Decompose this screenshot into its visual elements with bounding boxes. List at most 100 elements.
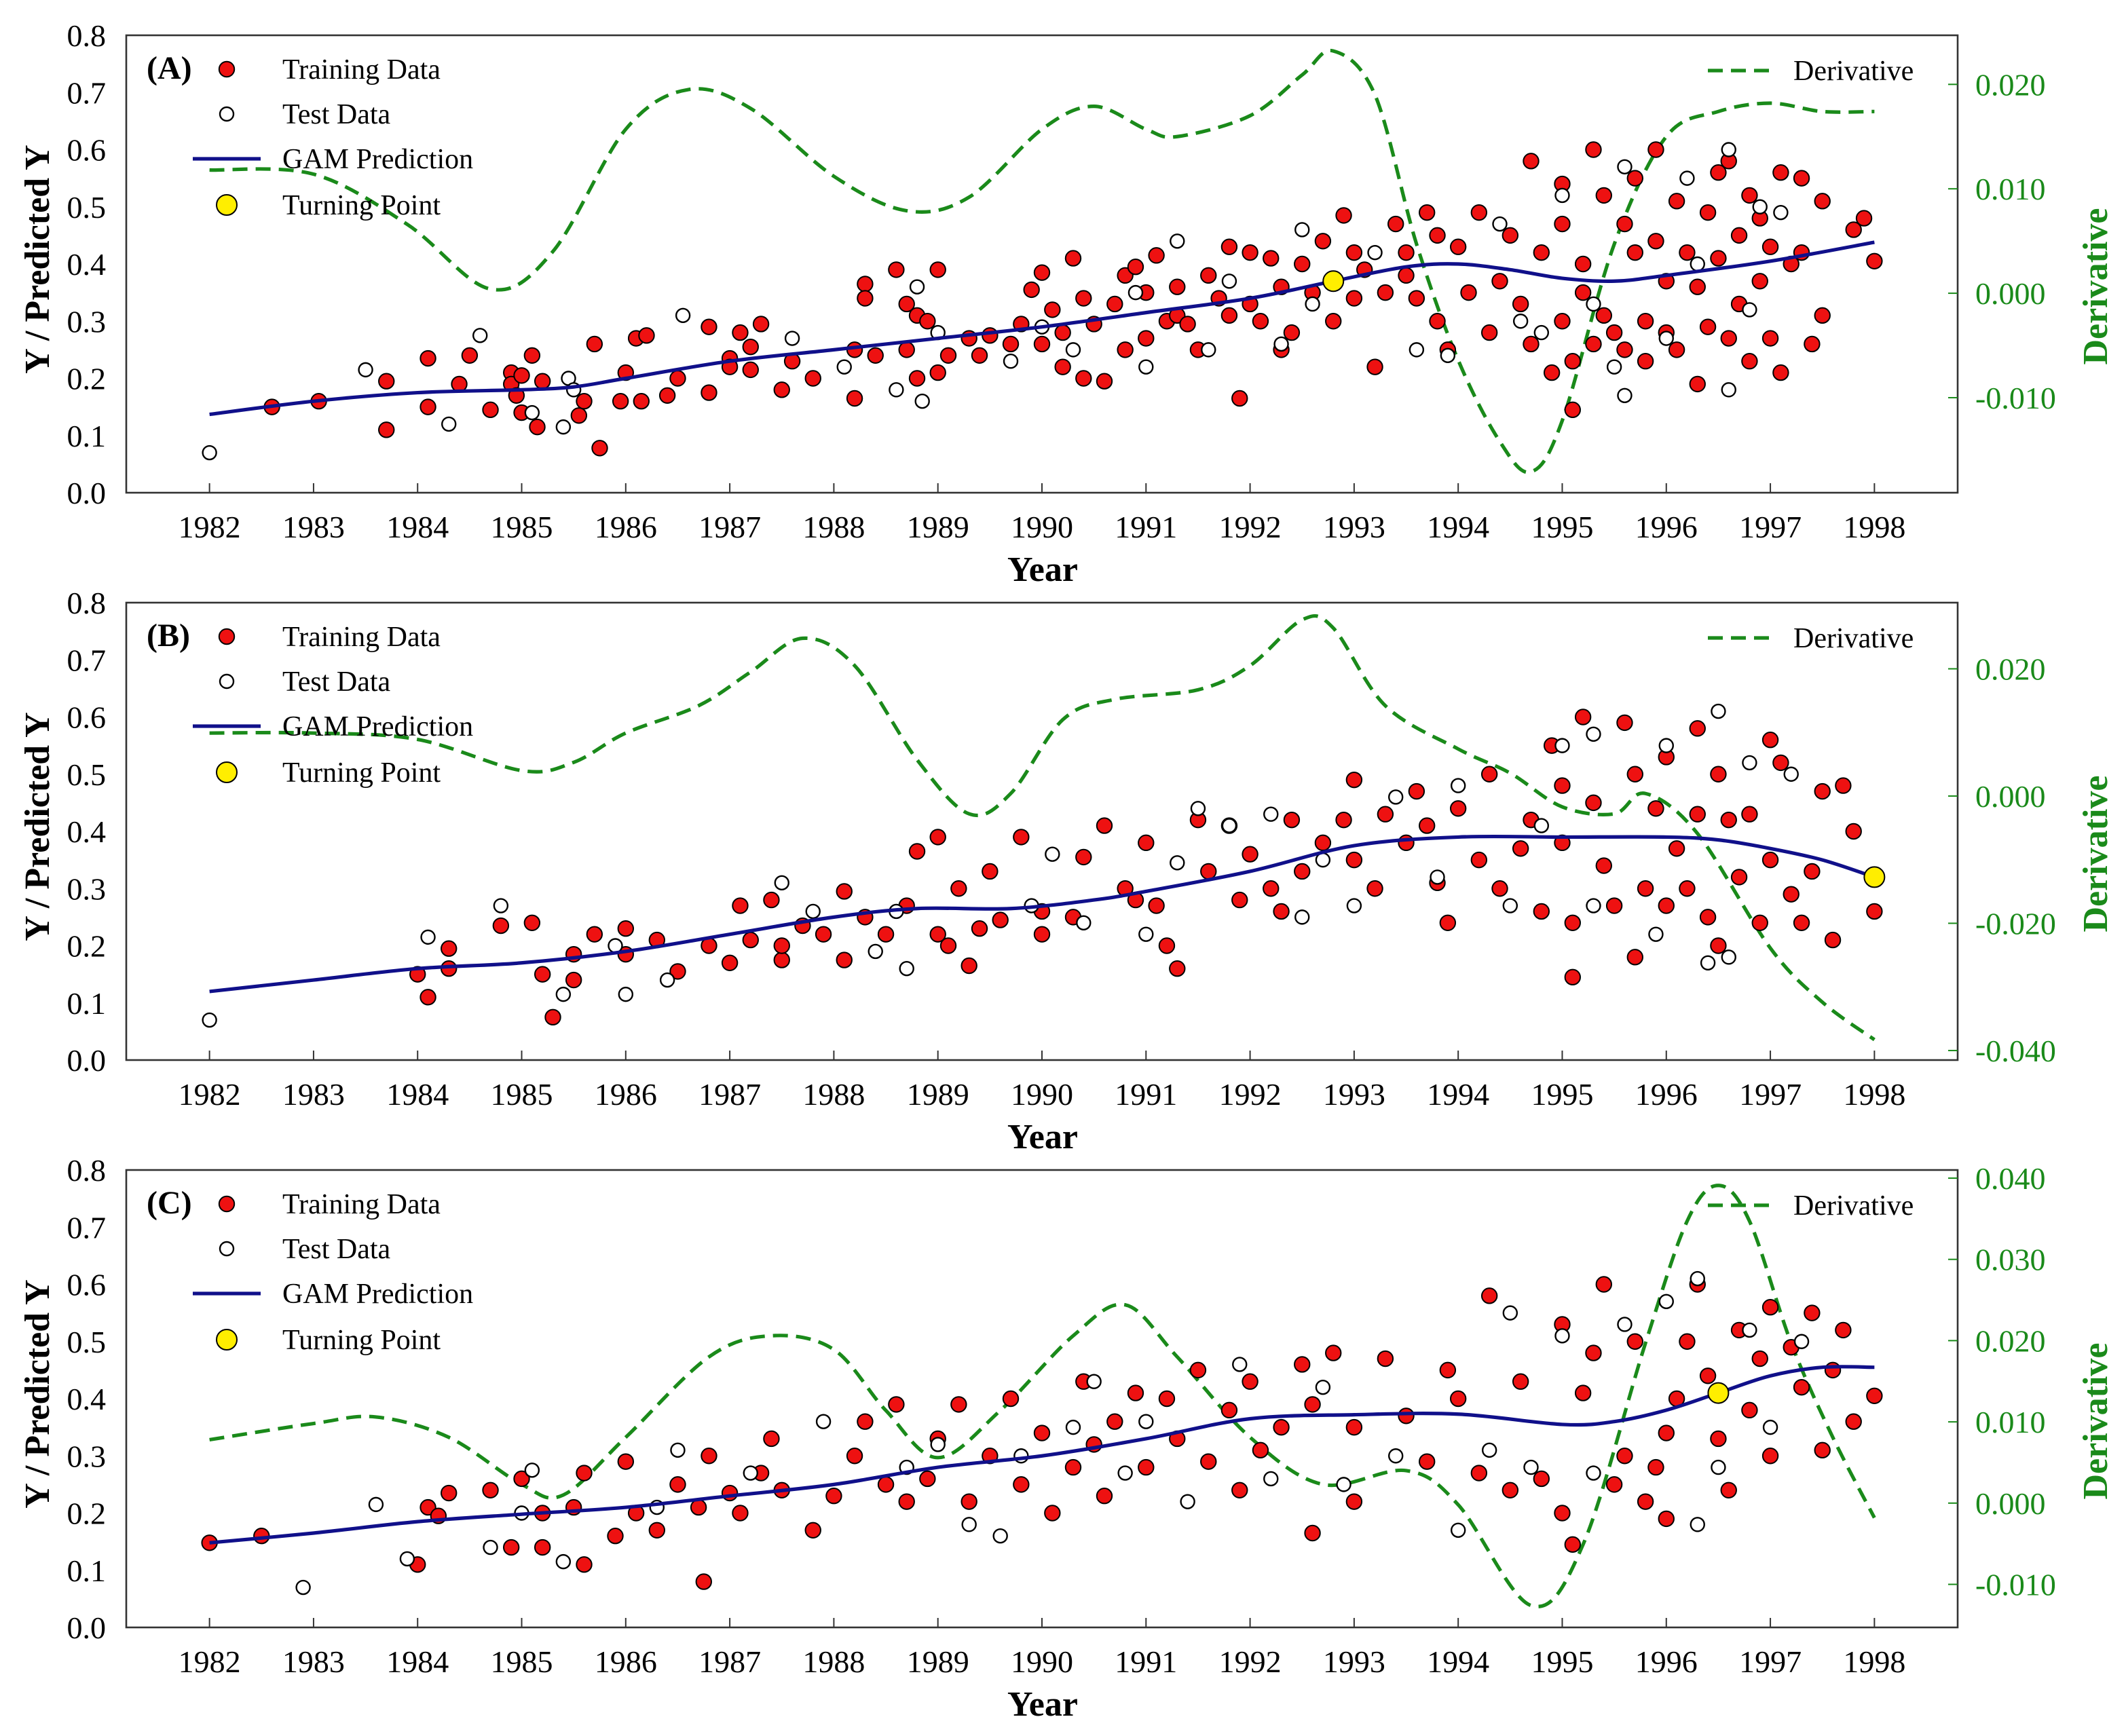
test-point (1263, 1471, 1279, 1487)
training-point (971, 920, 988, 937)
test-point (472, 328, 488, 343)
training-point (950, 1396, 967, 1413)
training-point (1304, 1396, 1321, 1413)
training-point (1220, 307, 1238, 324)
panel-label: (A) (147, 50, 192, 86)
training-point (1480, 1287, 1498, 1304)
test-point (1742, 755, 1757, 771)
training-point (1793, 1378, 1810, 1396)
training-point (1314, 233, 1332, 250)
training-point (1127, 1384, 1144, 1401)
training-point (1804, 863, 1821, 880)
training-point (1772, 164, 1789, 181)
training-point (1106, 295, 1123, 313)
training-point (961, 1493, 977, 1510)
test-point (1450, 778, 1466, 793)
training-point (1044, 1505, 1061, 1522)
x-axis-label: Year (1007, 550, 1078, 589)
y2-tick-label: 0.000 (1975, 779, 2046, 814)
training-point (1647, 233, 1664, 250)
legend-test-marker (219, 1241, 235, 1257)
training-point (1252, 1441, 1269, 1459)
training-point (1585, 794, 1602, 812)
training-point (1418, 817, 1436, 834)
training-point (1512, 1373, 1529, 1390)
training-point (1449, 1390, 1467, 1408)
training-point (441, 940, 458, 957)
x-tick-label: 1987 (698, 1644, 761, 1679)
training-point (565, 971, 582, 989)
training-point (607, 1528, 624, 1545)
test-point (836, 359, 852, 375)
training-point (732, 324, 749, 341)
test-point (1138, 926, 1154, 942)
training-point (1179, 316, 1196, 333)
training-point (1605, 1476, 1623, 1493)
training-point (1242, 244, 1258, 261)
test-point (1367, 244, 1383, 261)
turning-point-marker (1863, 866, 1886, 888)
x-tick-label: 1983 (282, 510, 345, 544)
training-point (1408, 782, 1425, 800)
training-point (1512, 840, 1529, 857)
training-point (971, 347, 988, 364)
training-point (1793, 170, 1810, 187)
training-point (1408, 290, 1425, 307)
training-point (1439, 914, 1457, 932)
training-point (1449, 800, 1467, 817)
training-point (1626, 244, 1643, 261)
training-point (773, 937, 790, 954)
test-point (1502, 898, 1518, 913)
training-point (742, 338, 759, 356)
x-tick-label: 1989 (907, 1644, 969, 1679)
training-point (1689, 806, 1706, 823)
test-point (1721, 142, 1736, 157)
training-point (1325, 313, 1342, 330)
x-tick-label: 1997 (1739, 510, 1802, 544)
y2-tick-label: 0.000 (1975, 1486, 2046, 1521)
training-point (1470, 204, 1488, 221)
x-tick-label: 1994 (1427, 510, 1489, 544)
training-point (1647, 141, 1664, 158)
x-tick-label: 1988 (802, 1644, 865, 1679)
training-point (1814, 193, 1831, 210)
x-tick-label: 1994 (1427, 1644, 1489, 1679)
training-point (1512, 295, 1529, 313)
x-tick-label: 1993 (1323, 510, 1385, 544)
legend-derivative-label: Derivative (1793, 56, 1914, 87)
gam-prediction-line (209, 834, 1876, 994)
training-point (1439, 1361, 1457, 1379)
training-point (1533, 903, 1550, 920)
training-point (701, 384, 717, 401)
training-point (1033, 926, 1051, 943)
training-point (1751, 273, 1768, 290)
training-point (1263, 880, 1280, 897)
training-point (1804, 335, 1821, 353)
test-point (441, 416, 457, 432)
training-point (1449, 238, 1467, 255)
x-tick-label: 1995 (1531, 1077, 1593, 1112)
test-point (618, 986, 634, 1002)
training-point (1689, 375, 1706, 393)
training-point (658, 387, 676, 404)
training-point (1720, 1482, 1737, 1499)
training-point (929, 829, 946, 846)
x-tick-label: 1996 (1635, 1077, 1698, 1112)
training-point (1595, 857, 1612, 874)
training-point (1554, 1505, 1571, 1522)
training-point (1377, 1350, 1394, 1367)
training-point (1658, 1424, 1675, 1441)
legend-training-marker (218, 628, 236, 645)
training-point (732, 897, 749, 914)
training-point (1658, 897, 1675, 914)
training-point (773, 381, 790, 398)
test-point (1170, 233, 1185, 249)
training-point (1616, 714, 1633, 732)
test-point (1523, 1459, 1539, 1475)
test-point (1700, 955, 1716, 970)
training-point (1002, 1390, 1020, 1408)
training-point (1523, 153, 1540, 170)
training-point (1325, 1344, 1342, 1361)
training-point (534, 966, 551, 983)
test-point (805, 903, 821, 920)
